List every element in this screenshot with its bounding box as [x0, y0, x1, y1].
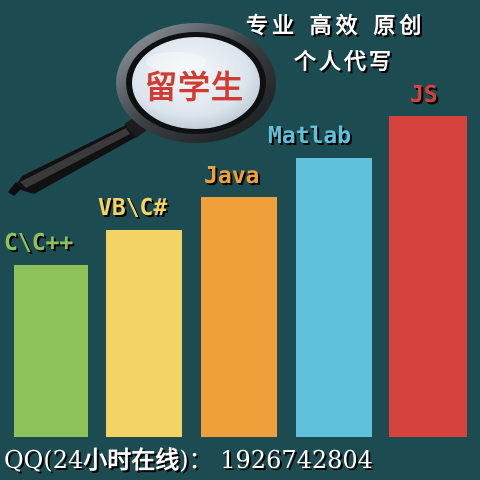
footer-suffix: )： 1926742804	[179, 446, 373, 474]
footer-prefix: QQ(24	[4, 446, 84, 474]
bar-c-cpp	[14, 265, 88, 437]
bar-label-java: Java	[204, 163, 260, 189]
slogan: 专业 高效 原创	[246, 14, 426, 39]
bar-java	[201, 197, 277, 437]
bar-label-vb-csharp: VB\C#	[98, 195, 168, 221]
bar-matlab	[296, 158, 372, 437]
bar-vb-csharp	[106, 230, 182, 437]
magnifier-lens	[132, 37, 260, 129]
bar-js	[389, 116, 467, 437]
magnifier-handle	[8, 114, 150, 196]
lens-text: 留学生	[145, 68, 245, 106]
subtitle: 个人代写	[294, 50, 395, 75]
contact-footer: QQ(24小时在线)： 1926742804	[4, 440, 373, 475]
bar-label-c-cpp: C\C++	[4, 230, 74, 256]
bar-label-matlab: Matlab	[268, 123, 352, 149]
footer-middle: 小时在线	[83, 446, 180, 474]
bar-label-js: JS	[410, 82, 438, 108]
